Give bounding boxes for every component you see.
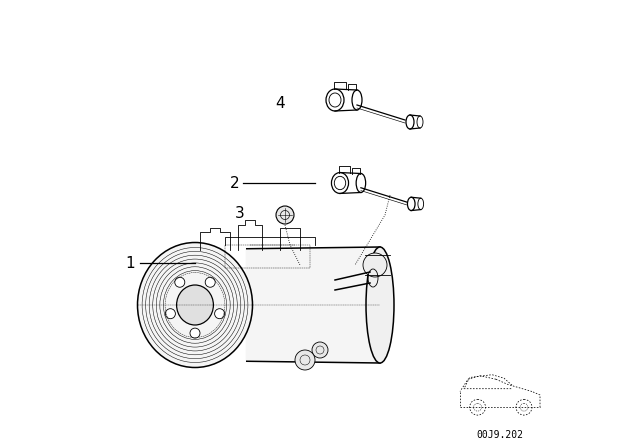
Text: 3: 3 bbox=[235, 206, 245, 220]
Circle shape bbox=[363, 253, 387, 277]
Ellipse shape bbox=[138, 242, 253, 367]
Text: 00J9.202: 00J9.202 bbox=[477, 430, 524, 440]
Text: 1: 1 bbox=[125, 255, 135, 271]
Circle shape bbox=[276, 206, 294, 224]
Circle shape bbox=[190, 328, 200, 338]
Ellipse shape bbox=[366, 247, 394, 363]
Text: 2: 2 bbox=[230, 176, 240, 190]
Circle shape bbox=[312, 342, 328, 358]
Circle shape bbox=[214, 309, 225, 319]
Circle shape bbox=[175, 277, 185, 287]
Circle shape bbox=[205, 277, 215, 287]
Circle shape bbox=[165, 309, 175, 319]
Polygon shape bbox=[246, 247, 380, 363]
Circle shape bbox=[295, 350, 315, 370]
Text: 4: 4 bbox=[275, 95, 285, 111]
Ellipse shape bbox=[177, 285, 213, 325]
